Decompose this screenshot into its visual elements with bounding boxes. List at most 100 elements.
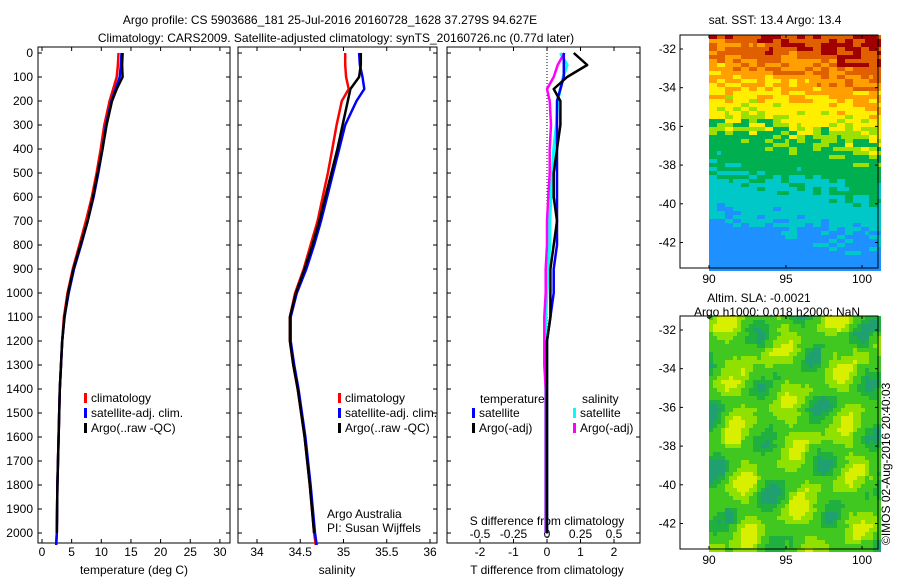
lon-tick-label: 90 [702,553,716,567]
depth-tick-label: 2000 [6,526,33,540]
legend-swatch [338,408,341,418]
title-line2: Climatology: CARS2009. Satellite-adjuste… [98,31,574,45]
depth-tick-label: 1100 [7,310,33,324]
lat-tick-label: -32 [659,323,677,337]
title-line1: Argo profile: CS 5903686_181 25-Jul-2016… [123,13,537,27]
x-tick-label: 0.25 [569,527,593,541]
depth-tick-label: 700 [13,214,33,228]
depth-tick-label: 1200 [6,334,33,348]
legend-label: Argo(..raw -QC) [91,421,176,435]
lon-tick-label: 95 [779,272,793,286]
depth-tick-label: 1700 [6,454,33,468]
salinity-line-2 [288,53,363,534]
legend-swatch [338,393,341,403]
legend-label: climatology [91,391,151,405]
lat-tick-label: -40 [659,197,677,211]
sla-map-heatmap [709,316,881,552]
lon-tick-label: 100 [852,272,872,286]
legend-swatch [573,408,576,418]
lat-tick-label: -36 [659,400,677,414]
x-tick-label: 5 [68,545,75,559]
legend-swatch [84,393,87,403]
sst-map-heatmap [709,35,881,271]
legend-label: Argo(..raw -QC) [345,421,430,435]
x-tick-label: 2 [611,545,618,559]
legend-label: Argo(-adj) [479,421,532,435]
depth-tick-label: 1300 [6,358,33,372]
lat-tick-label: -38 [659,158,677,172]
lat-tick-label: -34 [659,362,677,376]
x-tick-label: 25 [184,545,198,559]
depth-tick-label: 1900 [6,502,33,516]
lon-tick-label: 100 [852,553,872,567]
legend-title-salinity: salinity [582,392,619,406]
legend-label: satellite-adj. clim. [91,406,183,420]
sst-map-title: sat. SST: 13.4 Argo: 13.4 [709,13,842,27]
lat-tick-label: -38 [659,439,677,453]
depth-tick-label: 1800 [6,478,33,492]
credit-org: Argo Australia [327,507,402,521]
legend-label: satellite [580,406,621,420]
x-tick-label: 0 [544,545,551,559]
temperature-xlabel: temperature (deg C) [80,563,188,577]
x-tick-label: 10 [95,545,109,559]
x-tick-label: -0.5 [470,527,491,541]
difference-panel-frame [446,46,641,544]
depth-tick-label: 0 [26,46,33,60]
salinity-panel-frame [237,46,438,544]
depth-tick-label: 800 [13,238,33,252]
legend-title-temperature: temperature [480,392,545,406]
salinity-xlabel: salinity [319,563,356,577]
t-diff-xlabel: T difference from climatology [470,563,624,577]
temperature-line-0 [54,52,120,546]
legend-label: climatology [345,391,405,405]
sla-map-title2: Argo h1000: 0.018 h2000: NaN [694,305,860,319]
legend-swatch [472,423,475,433]
temperature-line-2 [55,52,124,534]
temperature-panel-frame [37,46,231,544]
sst-map-border [679,34,879,269]
x-tick-label: 35 [337,545,351,559]
depth-tick-label: 1000 [6,286,33,300]
x-tick-label: 34.5 [289,545,313,559]
legend-swatch [472,408,475,418]
sla-map-border [679,315,879,550]
lat-tick-label: -40 [659,478,677,492]
depth-tick-label: 1400 [6,382,33,396]
credit-pi: PI: Susan Wijffels [327,521,421,535]
x-tick-label: 1 [577,545,584,559]
x-tick-label: 0 [39,545,46,559]
x-tick-label: -0.25 [500,527,528,541]
legend-label: satellite-adj. clim. [345,406,437,420]
x-tick-label: 30 [213,545,227,559]
depth-tick-label: 100 [13,70,33,84]
depth-tick-label: 1600 [6,430,33,444]
salinity-line-0 [288,53,350,546]
x-tick-label: 34 [250,545,264,559]
depth-tick-label: 300 [13,118,33,132]
depth-tick-label: 1500 [6,406,33,420]
x-tick-label: -1 [508,545,519,559]
depth-tick-label: 900 [13,262,33,276]
legend-swatch [573,423,576,433]
depth-tick-label: 200 [13,94,33,108]
depth-tick-label: 500 [13,166,33,180]
lat-tick-label: -42 [659,236,677,250]
legend-swatch [338,423,341,433]
x-tick-label: 20 [154,545,168,559]
sla-map-title1: Altim. SLA: -0.0021 [707,291,811,305]
t-argo-diff-line [545,52,589,533]
s-argo-diff-line [543,52,566,533]
depth-tick-label: 400 [13,142,33,156]
lon-tick-label: 95 [779,553,793,567]
x-tick-label: 35.5 [375,545,399,559]
lat-tick-label: -36 [659,119,677,133]
x-tick-label: 0 [544,527,551,541]
lat-tick-label: -34 [659,81,677,95]
legend-swatch [84,423,87,433]
credit-stamp: ©IMOS 02-Aug-2016 20:40:03 [879,382,893,545]
x-tick-label: 36 [423,545,437,559]
lat-tick-label: -42 [659,517,677,531]
